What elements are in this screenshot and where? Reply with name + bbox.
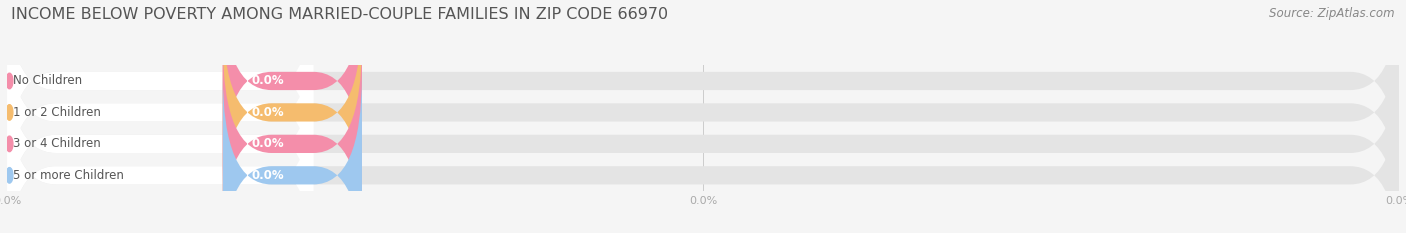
- FancyBboxPatch shape: [7, 43, 1399, 233]
- FancyBboxPatch shape: [222, 74, 361, 233]
- Text: 5 or more Children: 5 or more Children: [13, 169, 124, 182]
- FancyBboxPatch shape: [7, 43, 314, 233]
- Text: 0.0%: 0.0%: [252, 106, 284, 119]
- Circle shape: [6, 73, 13, 89]
- Text: INCOME BELOW POVERTY AMONG MARRIED-COUPLE FAMILIES IN ZIP CODE 66970: INCOME BELOW POVERTY AMONG MARRIED-COUPL…: [11, 7, 668, 22]
- Text: Source: ZipAtlas.com: Source: ZipAtlas.com: [1270, 7, 1395, 20]
- FancyBboxPatch shape: [7, 11, 314, 213]
- FancyBboxPatch shape: [222, 43, 361, 233]
- Text: 3 or 4 Children: 3 or 4 Children: [13, 137, 100, 150]
- Text: 0.0%: 0.0%: [252, 75, 284, 87]
- FancyBboxPatch shape: [222, 0, 361, 182]
- FancyBboxPatch shape: [7, 74, 1399, 233]
- Text: 0.0%: 0.0%: [252, 169, 284, 182]
- FancyBboxPatch shape: [222, 11, 361, 213]
- Text: No Children: No Children: [13, 75, 82, 87]
- FancyBboxPatch shape: [7, 0, 314, 182]
- FancyBboxPatch shape: [7, 74, 314, 233]
- Text: 1 or 2 Children: 1 or 2 Children: [13, 106, 101, 119]
- Circle shape: [6, 136, 13, 152]
- Circle shape: [6, 105, 13, 120]
- FancyBboxPatch shape: [7, 11, 1399, 213]
- FancyBboxPatch shape: [7, 0, 1399, 182]
- Text: 0.0%: 0.0%: [252, 137, 284, 150]
- Circle shape: [6, 168, 13, 183]
